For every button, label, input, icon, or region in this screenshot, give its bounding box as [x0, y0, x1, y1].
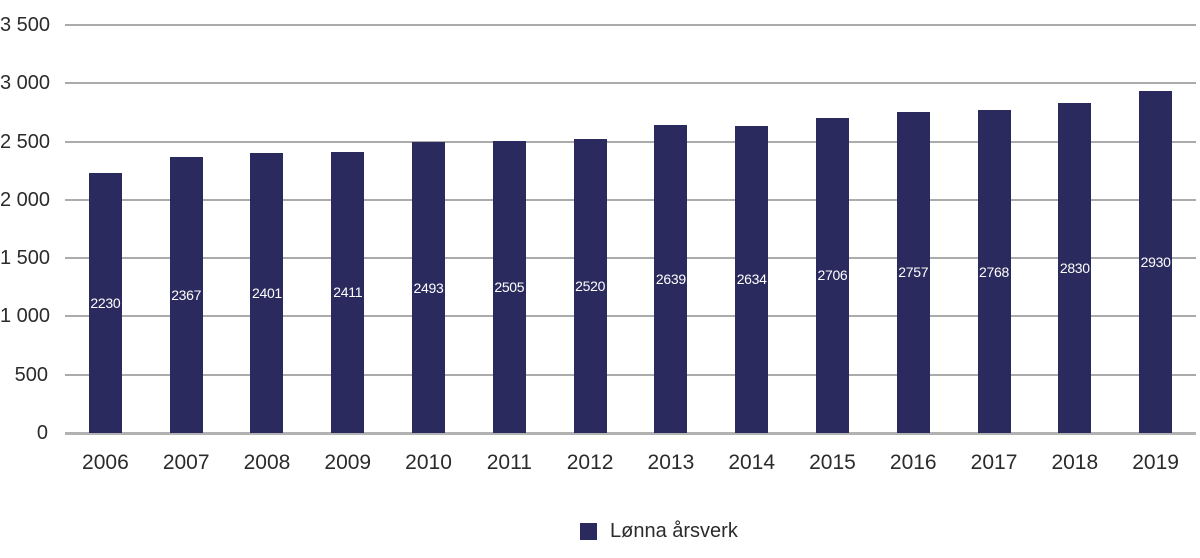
x-axis-tick-label-2019: 2019: [1132, 451, 1179, 474]
bar-value-label-2017: 2768: [979, 263, 1009, 280]
bar-value-label-2007: 2367: [171, 287, 202, 304]
x-axis-tick-label-2009: 2009: [324, 451, 372, 474]
gridline-500: [65, 373, 1196, 376]
bar-value-label-2019: 2930: [1140, 254, 1171, 271]
x-axis-tick-label-2014: 2014: [728, 451, 776, 474]
bar-value-label-2009: 2411: [333, 284, 363, 301]
legend-label: Lønna årsverk: [610, 520, 738, 542]
x-axis-tick-label-2013: 2013: [647, 451, 695, 474]
x-axis-tick-label-2012: 2012: [566, 451, 614, 474]
bar-value-label-2016: 2757: [898, 264, 929, 281]
y-axis-tick-label-3500: 3 500: [0, 14, 51, 36]
bar-2019: 2930: [1139, 91, 1173, 433]
bar-2016: 2757: [896, 111, 930, 433]
gridline-2000: [65, 198, 1196, 201]
bar-value-label-2014: 2634: [736, 271, 767, 288]
bar-value-label-2006: 2230: [90, 295, 121, 311]
x-axis-tick-label-2018: 2018: [1051, 451, 1099, 474]
bar-2010: 2493: [412, 142, 446, 433]
bar-2006: 2230: [88, 173, 122, 433]
gridline-1000: [65, 315, 1196, 318]
y-axis-tick-label-3000: 3 000: [0, 72, 51, 95]
bar-2008: 2401: [250, 153, 284, 433]
y-axis-tick-label-500: 500: [14, 363, 48, 386]
bar-value-label-2011: 2505: [494, 278, 525, 295]
gridline-1500: [65, 257, 1196, 260]
gridline-3500: [65, 24, 1196, 26]
bar-2014: 2634: [735, 125, 769, 433]
legend-swatch: [580, 523, 597, 540]
bar-2011: 2505: [492, 140, 526, 433]
bar-2013: 2639: [654, 125, 688, 433]
y-axis-tick-label-2500: 2 500: [0, 130, 51, 153]
bar-value-label-2008: 2401: [251, 285, 282, 302]
bar-2017: 2768: [977, 110, 1011, 433]
y-axis-tick-label-1000: 1 000: [0, 305, 51, 328]
x-axis-tick-label-2007: 2007: [162, 451, 210, 474]
bar-2018: 2830: [1058, 103, 1092, 433]
bar-2007: 2367: [169, 157, 203, 433]
y-axis-tick-label-1500: 1 500: [0, 247, 51, 270]
bar-value-label-2018: 2830: [1059, 260, 1090, 277]
x-axis-tick-label-2008: 2008: [243, 451, 291, 474]
bar-2012: 2520: [573, 139, 607, 433]
x-axis-tick-label-2010: 2010: [405, 451, 452, 474]
x-axis-tick-label-2015: 2015: [809, 451, 856, 474]
legend: Lønna årsverk: [580, 520, 738, 543]
gridline-2500: [65, 140, 1196, 143]
y-axis-tick-label-2000: 2 000: [0, 188, 51, 211]
bar-value-label-2015: 2706: [817, 267, 848, 284]
gridline-3000: [65, 82, 1196, 85]
x-axis-tick-label-2016: 2016: [889, 451, 937, 474]
bar-value-label-2013: 2639: [655, 271, 686, 288]
x-axis-tick-label-2011: 2011: [486, 451, 532, 474]
bar-value-label-2012: 2520: [575, 278, 606, 295]
bar-2009: 2411: [331, 151, 365, 433]
x-axis-line: [65, 431, 1196, 435]
y-axis-tick-label-0: 0: [36, 422, 48, 444]
x-axis-tick-label-2017: 2017: [970, 451, 1018, 474]
bar-value-label-2010: 2493: [413, 279, 444, 296]
x-axis-tick-label-2006: 2006: [82, 451, 129, 474]
bar-2015: 2706: [815, 117, 849, 433]
